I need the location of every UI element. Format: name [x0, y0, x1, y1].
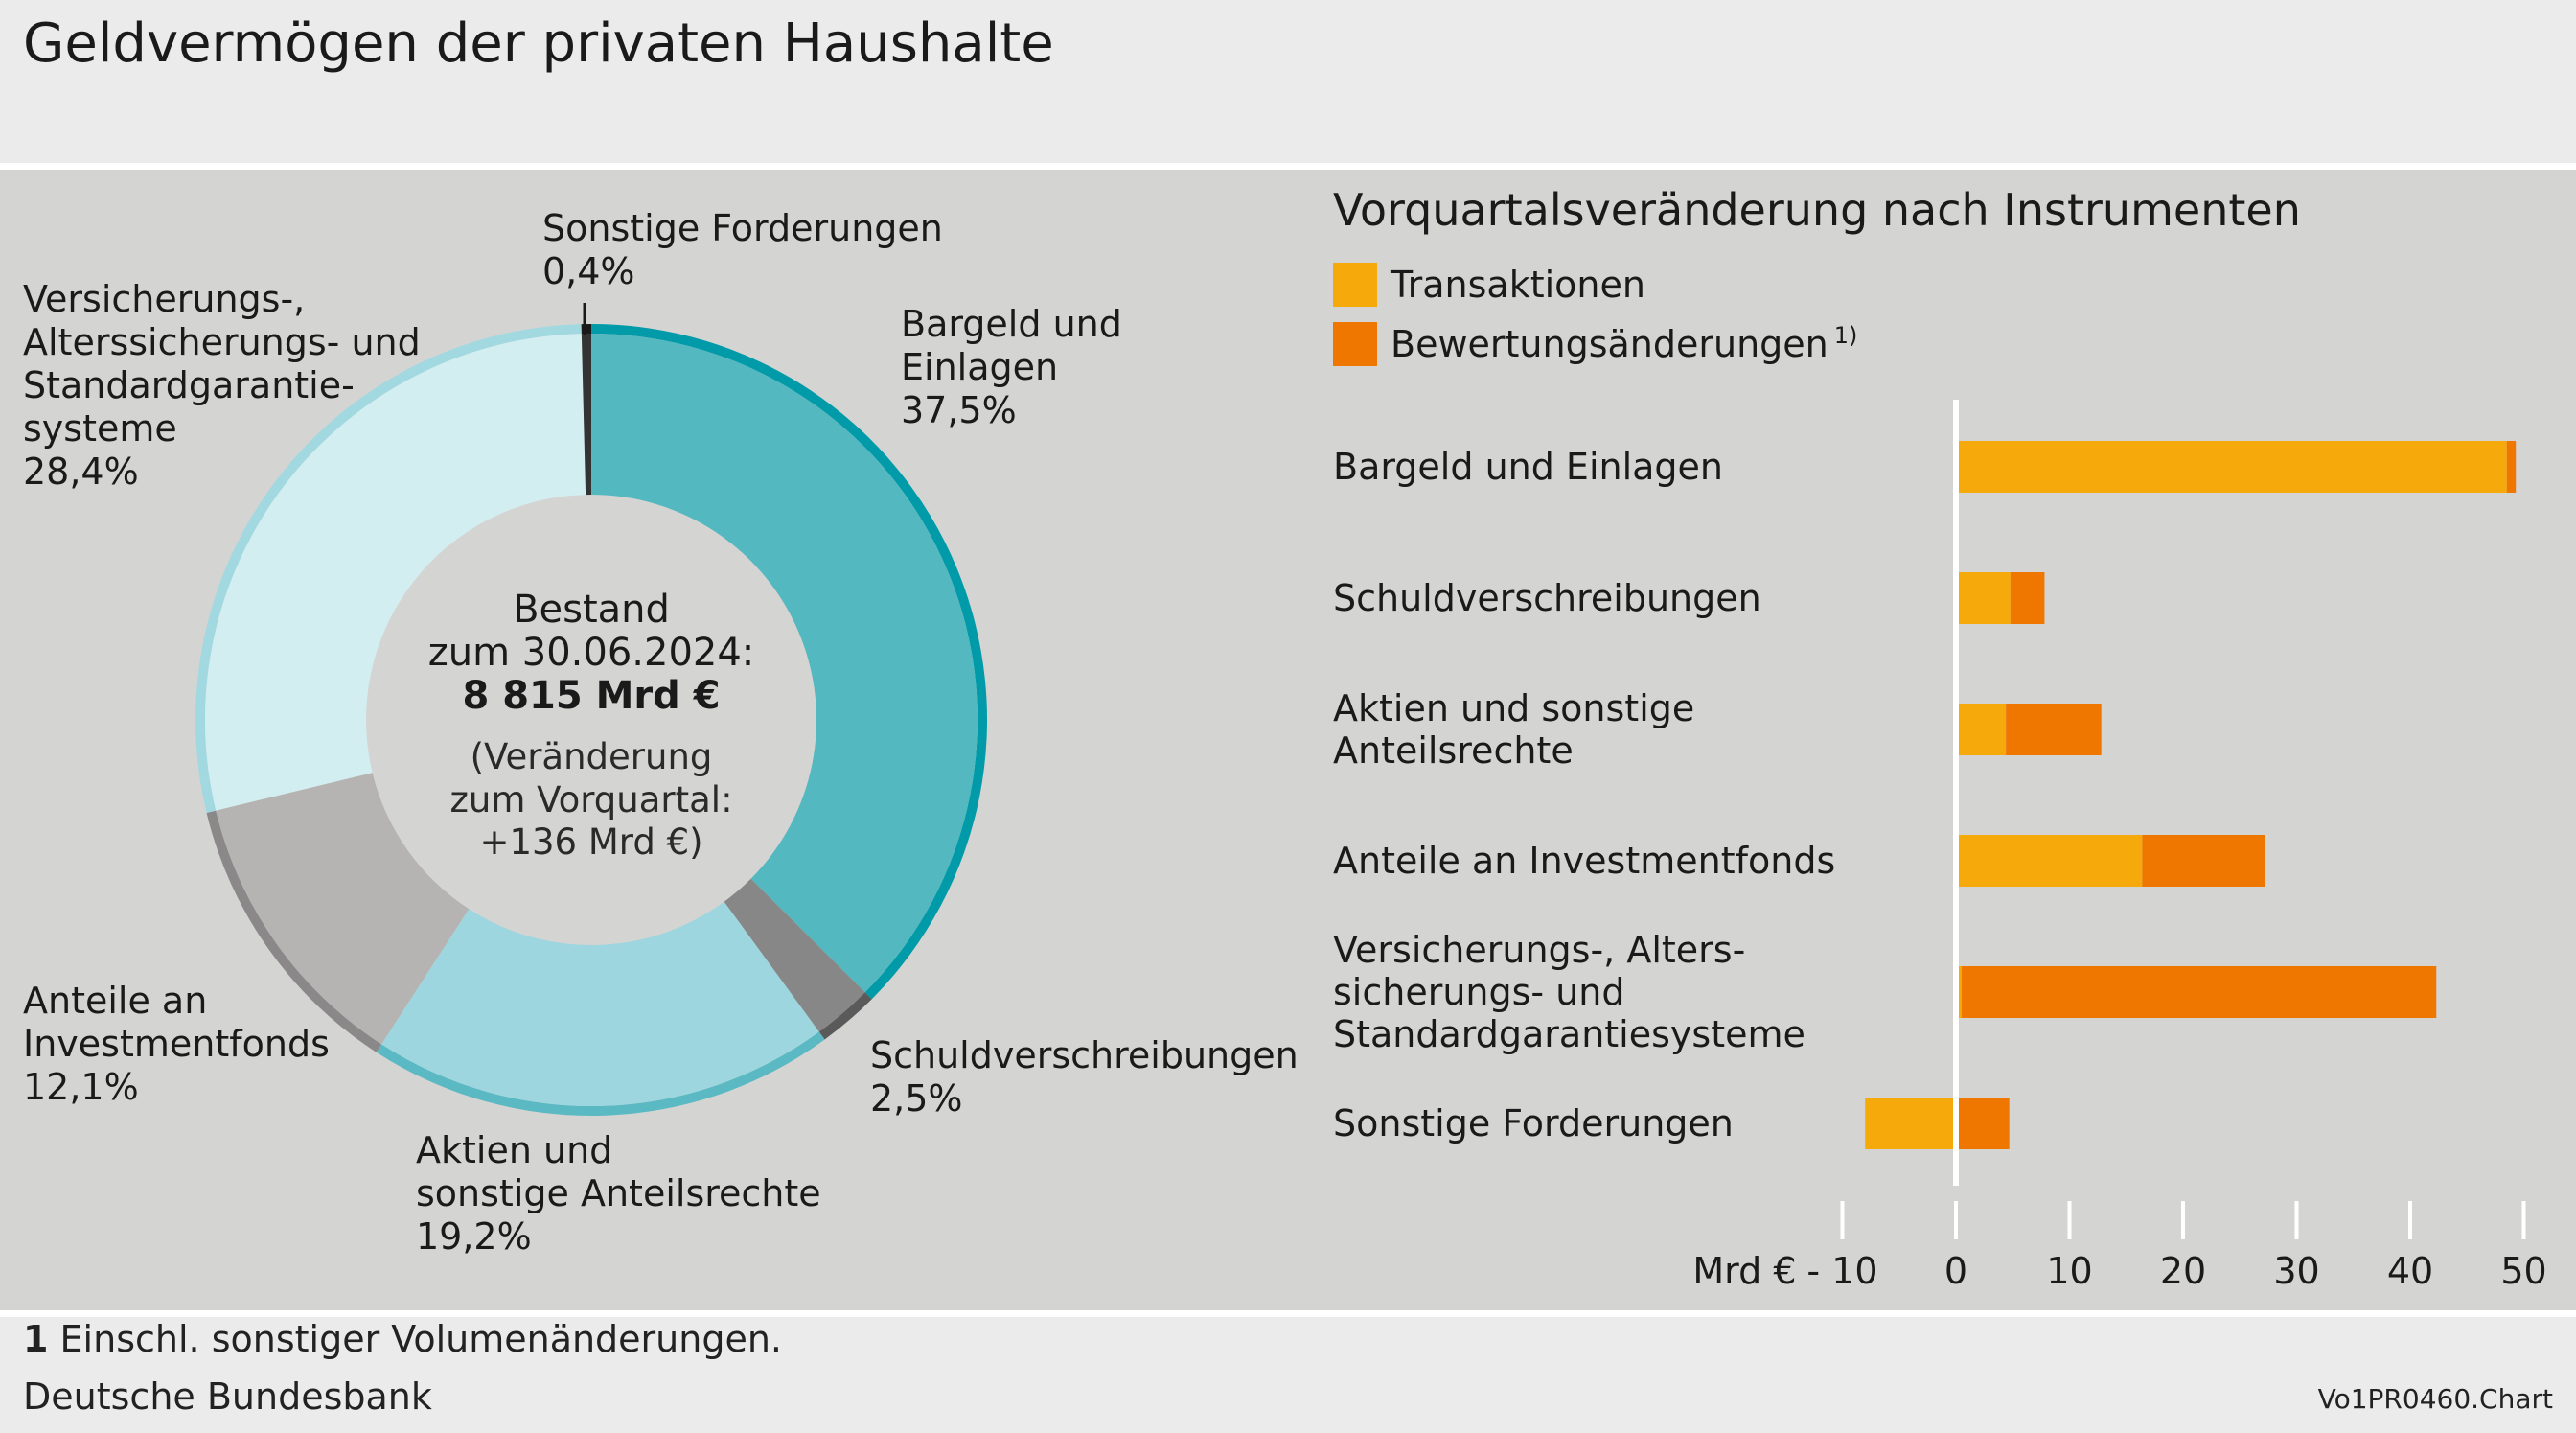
donut-label-investmentfonds: Investmentfonds [23, 1023, 330, 1065]
x-tick-label: 50 [2500, 1250, 2546, 1292]
footnote: 1 Einschl. sonstiger Volumenänderungen. [23, 1315, 782, 1363]
x-tick-label: 40 [2387, 1250, 2433, 1292]
bar-category-label-bargeld: Bargeld und Einlagen [1333, 446, 1723, 488]
x-axis-unit-label: Mrd € [1692, 1250, 1796, 1292]
bar-bewertung-sonstige [1956, 1098, 2010, 1149]
donut-center-line4: (Veränderung [471, 736, 713, 777]
bar-bewertung-investmentfonds [2142, 835, 2266, 887]
footnote-text: Einschl. sonstiger Volumenänderungen. [59, 1318, 783, 1360]
donut-value-schuldverschreibungen: 2,5% [870, 1077, 963, 1120]
bar-category-label-aktien: Aktien und sonstige [1333, 687, 1694, 729]
chart-id-label: Vo1PR0460.Chart [2317, 1383, 2553, 1415]
x-tick-label: 30 [2273, 1250, 2319, 1292]
donut-center-total: 8 815 Mrd € [462, 674, 720, 718]
legend-superscript: 1) [1834, 322, 1858, 349]
bar-category-label-aktien: Anteilsrechte [1333, 729, 1574, 772]
footnote-marker: 1 [23, 1318, 49, 1360]
x-tick-label: - 10 [1806, 1250, 1877, 1292]
bar-transaktionen-sonstige [1865, 1098, 1956, 1149]
donut-value-bargeld: 37,5% [901, 389, 1017, 431]
bar-category-label-versicherungen: Standardgarantiesysteme [1333, 1013, 1806, 1055]
x-tick-label: 0 [1944, 1250, 1967, 1292]
donut-label-sonstige: Sonstige Forderungen [542, 207, 943, 249]
legend-label-bewertungsaenderungen: Bewertungsänderungen 1) [1391, 322, 1857, 365]
donut-label-bargeld: Einlagen [901, 346, 1058, 388]
donut-value-investmentfonds: 12,1% [23, 1066, 139, 1108]
bar-transaktionen-schuldverschreibungen [1956, 572, 2011, 624]
donut-rim-aktien [376, 1031, 825, 1116]
x-tick-label: 20 [2160, 1250, 2206, 1292]
donut-value-aktien: 19,2% [416, 1215, 532, 1258]
donut-rim-sonstige [581, 324, 591, 335]
donut-label-schuldverschreibungen: Schuldverschreibungen [870, 1034, 1299, 1076]
donut-label-aktien: sonstige Anteilsrechte [416, 1172, 821, 1214]
bar-category-label-schuldverschreibungen: Schuldverschreibungen [1333, 577, 1761, 619]
donut-label-bargeld: Bargeld und [901, 303, 1122, 345]
donut-rim-schuldverschreibungen [818, 992, 872, 1040]
donut-slice-schuldverschreibungen [724, 878, 865, 1032]
page-title: Geldvermögen der privaten Haushalte [23, 12, 1054, 75]
donut-center-line6: +136 Mrd €) [479, 821, 702, 863]
donut-label-versicherungen: systeme [23, 407, 177, 450]
donut-label-versicherungen: Versicherungs-, [23, 278, 305, 320]
donut-label-aktien: Aktien und [416, 1129, 612, 1171]
donut-slice-aktien [381, 901, 819, 1106]
donut-slice-investmentfonds [216, 773, 470, 1045]
donut-value-versicherungen: 28,4% [23, 451, 139, 493]
legend-label-transaktionen: Transaktionen [1390, 264, 1645, 306]
bar-category-label-investmentfonds: Anteile an Investmentfonds [1333, 840, 1835, 882]
bar-category-label-versicherungen: sicherungs- und [1333, 971, 1625, 1013]
donut-slice-bargeld [591, 334, 978, 993]
bar-bewertung-schuldverschreibungen [2010, 572, 2045, 624]
x-tick-label: 10 [2046, 1250, 2092, 1292]
bar-transaktionen-bargeld [1956, 441, 2507, 493]
bar-transaktionen-aktien [1956, 704, 2007, 755]
bar-chart-title: Vorquartalsveränderung nach Instrumenten [1333, 184, 2301, 236]
donut-label-versicherungen: Standardgarantie- [23, 364, 355, 406]
donut-slice-sonstige [581, 334, 591, 496]
donut-center-line2: zum 30.06.2024: [428, 631, 755, 675]
bar-bewertung-versicherungen [1961, 966, 2437, 1018]
donut-center-line5: zum Vorquartal: [449, 779, 732, 821]
donut-slice-versicherungen [205, 334, 586, 811]
bar-bewertung-bargeld [2506, 441, 2517, 493]
donut-center-line1: Bestand [513, 588, 670, 632]
source-label: Deutsche Bundesbank [23, 1375, 432, 1418]
legend-swatch-bewertungsaenderungen [1333, 322, 1377, 366]
bar-category-label-sonstige: Sonstige Forderungen [1333, 1102, 1734, 1144]
donut-value-sonstige: 0,4% [542, 250, 635, 292]
donut-label-versicherungen: Alterssicherungs- und [23, 321, 421, 363]
bar-category-label-versicherungen: Versicherungs-, Alters- [1333, 929, 1745, 971]
bar-transaktionen-investmentfonds [1956, 835, 2143, 887]
donut-label-investmentfonds: Anteile an [23, 980, 207, 1022]
chart-panel: Bestand zum 30.06.2024: 8 815 Mrd € (Veränd… [0, 163, 2576, 1317]
bar-bewertung-aktien [2006, 704, 2102, 755]
legend-swatch-transaktionen [1333, 263, 1377, 307]
